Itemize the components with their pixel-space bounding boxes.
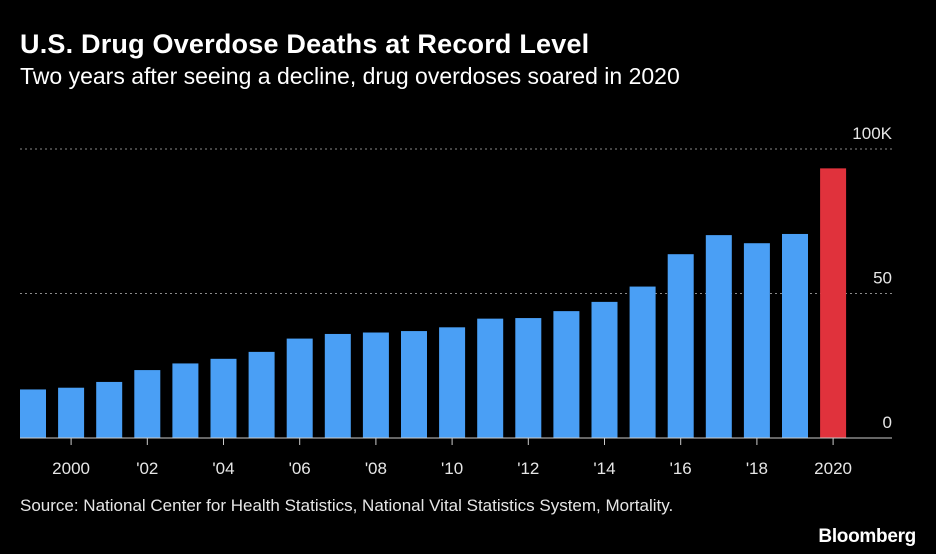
- bar-2009: [401, 331, 427, 438]
- chart-subtitle: Two years after seeing a decline, drug o…: [20, 63, 680, 89]
- bars: [20, 168, 847, 438]
- bar-2001: [96, 381, 123, 438]
- x-tick-label: '08: [365, 459, 387, 478]
- bloomberg-logo: Bloomberg: [818, 526, 916, 547]
- bar-2005: [248, 351, 275, 438]
- bar-2013: [553, 311, 580, 438]
- bar-2010: [439, 327, 466, 438]
- x-tick-label: '02: [136, 459, 158, 478]
- bar-1999: [20, 389, 46, 438]
- x-tick-label: '04: [212, 459, 234, 478]
- bar-2019: [782, 233, 808, 438]
- bar-2014: [591, 301, 618, 438]
- source-note: Source: National Center for Health Stati…: [20, 496, 674, 515]
- bar-2017: [705, 235, 732, 438]
- x-tick-label: '18: [746, 459, 768, 478]
- bar-2020: [820, 168, 847, 438]
- x-tick-label: '14: [593, 459, 615, 478]
- y-tick-label: 100K: [852, 124, 892, 143]
- bar-2012: [515, 318, 542, 438]
- x-tick-label: 2020: [814, 459, 852, 478]
- x-tick-label: '10: [441, 459, 463, 478]
- bar-2008: [362, 332, 389, 438]
- bar-2002: [134, 370, 161, 438]
- y-tick-label: 0: [883, 413, 892, 432]
- bar-2007: [324, 333, 351, 438]
- x-tick-label: '06: [289, 459, 311, 478]
- x-tick-label: '16: [670, 459, 692, 478]
- x-tick-label: 2000: [52, 459, 90, 478]
- chart-title: U.S. Drug Overdose Deaths at Record Leve…: [20, 29, 590, 59]
- bar-chart: 2000 '02 '04 '06 '08 '10 '12 '14 '16 '18 2020 0 50 1…: [20, 124, 893, 478]
- bar-2011: [477, 318, 504, 438]
- bar-2016: [667, 254, 694, 438]
- bar-2006: [286, 338, 313, 438]
- bar-2018: [743, 243, 770, 438]
- x-axis: 2000 '02 '04 '06 '08 '10 '12 '14 '16 '18 2020: [20, 437, 892, 478]
- bar-2015: [629, 286, 656, 438]
- bar-2003: [172, 363, 199, 438]
- y-axis: 0 50 100K: [852, 124, 892, 432]
- x-tick-label: '12: [517, 459, 539, 478]
- y-tick-label: 50: [873, 269, 892, 288]
- bar-2000: [58, 387, 85, 438]
- bar-2004: [210, 358, 237, 438]
